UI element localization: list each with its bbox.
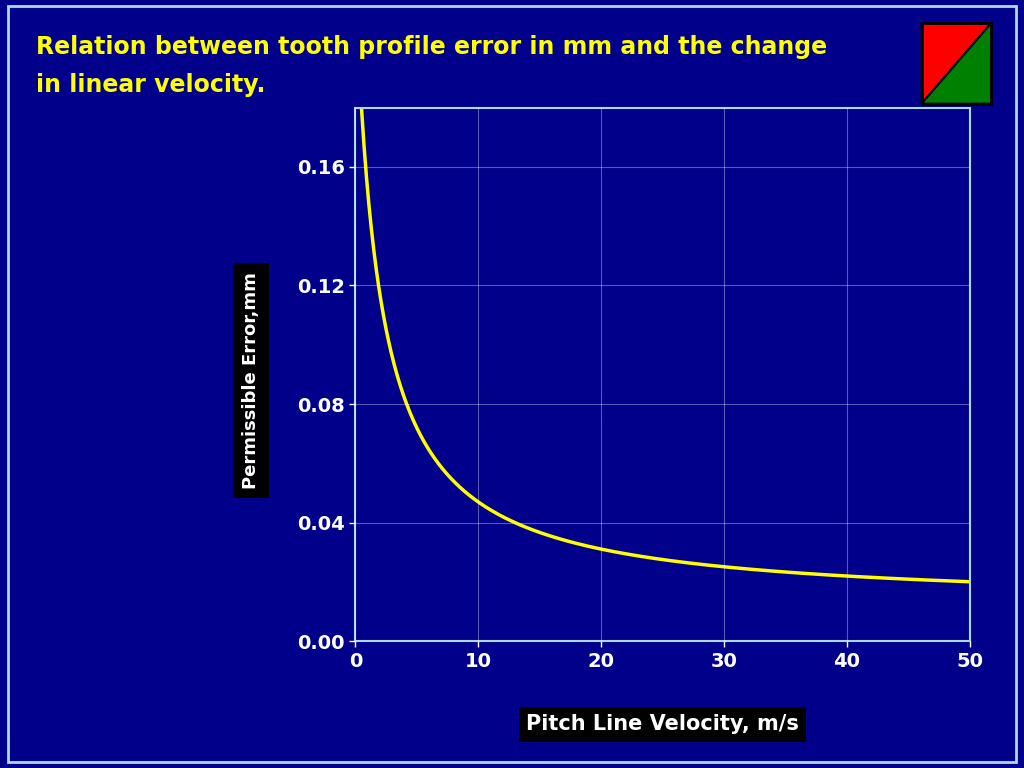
- Text: in linear velocity.: in linear velocity.: [36, 73, 265, 97]
- Text: Relation between tooth profile error in mm and the change: Relation between tooth profile error in …: [36, 35, 827, 58]
- Text: Pitch Line Velocity, m/s: Pitch Line Velocity, m/s: [526, 714, 799, 734]
- Text: Permissible Error,mm: Permissible Error,mm: [242, 272, 260, 488]
